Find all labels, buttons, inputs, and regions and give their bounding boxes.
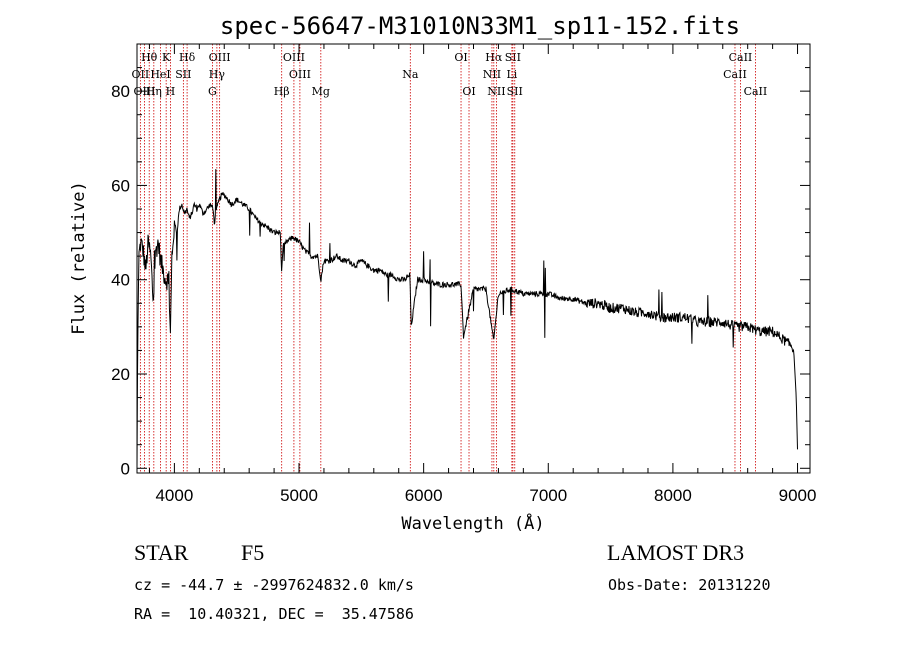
redshift-info: cz = -44.7 ± -2997624832.0 km/s: [134, 576, 414, 594]
spectral-line-label: OI: [462, 85, 475, 98]
spectral-line-label: G: [208, 85, 217, 98]
spectral-line-label: H: [166, 85, 176, 98]
spectral-line-label: NII: [483, 68, 501, 81]
y-tick-label: 0: [121, 459, 130, 478]
x-tick-label: 9000: [779, 486, 817, 505]
coordinates: RA = 10.40321, DEC = 35.47586: [134, 605, 414, 623]
spectral-line-label: HeI: [150, 68, 170, 81]
y-tick-label: 60: [111, 176, 130, 195]
spectral-line-label: Hθ: [141, 51, 158, 64]
spectral-line-label: Na: [402, 68, 419, 81]
spectral-line-label: SII: [507, 85, 523, 98]
observation-date: Obs-Date: 20131220: [608, 576, 771, 594]
spectral-line-label: OI: [454, 51, 467, 64]
spectral-line-label: K: [162, 51, 171, 64]
spectral-line-label: NII: [487, 85, 505, 98]
x-tick-label: 8000: [654, 486, 692, 505]
spectral-line-label: CaII: [729, 51, 753, 64]
x-tick-label: 4000: [155, 486, 193, 505]
spectral-line-label: CaII: [744, 85, 768, 98]
survey-name: LAMOST DR3: [607, 540, 745, 565]
spectral-line-label: OIII: [209, 51, 231, 64]
object-class: STAR: [134, 540, 189, 565]
spectral-line-label: OIII: [289, 68, 311, 81]
spectral-line-label: OIII: [283, 51, 305, 64]
spectral-line-label: SII: [505, 51, 521, 64]
x-tick-label: 6000: [405, 486, 443, 505]
spectral-line-label: SII: [175, 68, 191, 81]
spectral-line-label: Hγ: [209, 68, 226, 81]
spectral-line-label: OII: [132, 68, 150, 81]
y-tick-label: 80: [111, 82, 130, 101]
spectral-line-label: Mg: [312, 85, 330, 98]
x-tick-label: 7000: [529, 486, 567, 505]
y-tick-label: 20: [111, 365, 130, 384]
plot-frame: [136, 43, 811, 474]
chart-title: spec-56647-M31010N33M1_sp11-152.fits: [220, 12, 740, 40]
spectral-line-label: Hβ: [274, 85, 290, 98]
object-subclass: F5: [241, 540, 265, 565]
spectral-line-label: Hδ: [179, 51, 196, 64]
y-axis-label: Flux (relative): [69, 181, 89, 335]
spectral-line-label: Li: [506, 68, 517, 81]
spectrum-line: [136, 169, 798, 469]
axis-ticks: 4000 5000 6000 7000 8000 9000 0 20 40 60 80: [111, 44, 816, 505]
spectral-line-label: Hα: [485, 51, 503, 64]
spectral-line-label: Hη: [146, 85, 162, 98]
y-tick-label: 40: [111, 271, 130, 290]
spectrum-series: [136, 169, 798, 469]
x-tick-label: 5000: [280, 486, 318, 505]
x-axis-label: Wavelength (Å): [401, 512, 544, 534]
spectral-line-label: CaII: [723, 68, 747, 81]
